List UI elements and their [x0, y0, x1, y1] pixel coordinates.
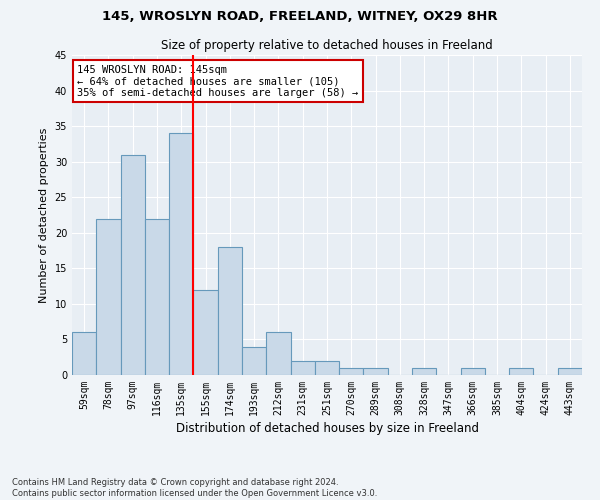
Bar [290, 361, 315, 375]
Bar [315, 361, 339, 375]
Bar [461, 368, 485, 375]
Bar [72, 332, 96, 375]
Bar [509, 368, 533, 375]
Bar [364, 368, 388, 375]
Bar [412, 368, 436, 375]
Bar [96, 218, 121, 375]
Bar [558, 368, 582, 375]
Text: Contains HM Land Registry data © Crown copyright and database right 2024.
Contai: Contains HM Land Registry data © Crown c… [12, 478, 377, 498]
Bar [339, 368, 364, 375]
Title: Size of property relative to detached houses in Freeland: Size of property relative to detached ho… [161, 40, 493, 52]
Bar [169, 133, 193, 375]
Bar [121, 154, 145, 375]
X-axis label: Distribution of detached houses by size in Freeland: Distribution of detached houses by size … [176, 422, 479, 435]
Text: 145 WROSLYN ROAD: 145sqm
← 64% of detached houses are smaller (105)
35% of semi-: 145 WROSLYN ROAD: 145sqm ← 64% of detach… [77, 64, 358, 98]
Bar [218, 247, 242, 375]
Text: 145, WROSLYN ROAD, FREELAND, WITNEY, OX29 8HR: 145, WROSLYN ROAD, FREELAND, WITNEY, OX2… [102, 10, 498, 23]
Bar [242, 346, 266, 375]
Y-axis label: Number of detached properties: Number of detached properties [39, 128, 49, 302]
Bar [145, 218, 169, 375]
Bar [266, 332, 290, 375]
Bar [193, 290, 218, 375]
